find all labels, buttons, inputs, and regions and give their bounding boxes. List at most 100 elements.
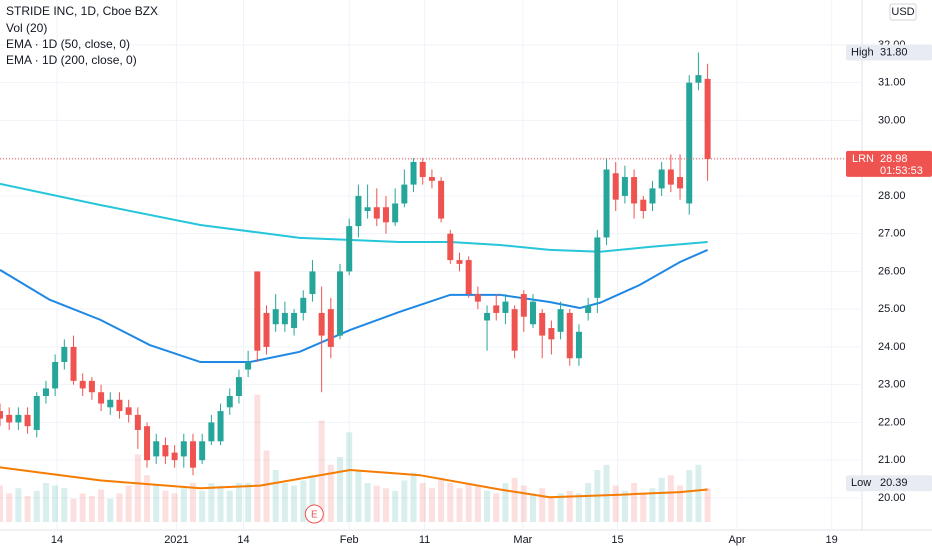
volume-bar xyxy=(631,483,638,522)
candle-body xyxy=(428,177,435,181)
volume-bar xyxy=(226,490,233,522)
candle-body xyxy=(217,411,224,442)
volume-bar xyxy=(346,432,353,522)
volume-bar xyxy=(300,480,307,522)
candle-body xyxy=(493,305,500,313)
y-tick-label: 22.00 xyxy=(878,416,906,428)
volume-bar xyxy=(520,485,527,522)
candle-body xyxy=(520,294,527,317)
candle-body xyxy=(484,312,491,321)
candle-body xyxy=(171,452,178,461)
candle-body xyxy=(364,207,371,212)
candle-body xyxy=(686,82,693,204)
volume-bar xyxy=(180,488,187,522)
candle-body xyxy=(116,399,123,412)
candle-body xyxy=(107,399,114,408)
volume-bar xyxy=(658,477,665,522)
candle-body xyxy=(88,380,95,393)
candle-body xyxy=(410,161,417,185)
volume-bar xyxy=(52,485,59,522)
currency-box xyxy=(889,3,917,21)
volume-bar xyxy=(704,488,711,522)
volume-bar xyxy=(337,457,344,522)
candle-body xyxy=(704,78,711,159)
x-tick-label: Feb xyxy=(340,534,359,546)
candle-body xyxy=(309,271,316,295)
y-tick-label: 28.00 xyxy=(878,190,906,202)
volume-bar xyxy=(438,477,445,522)
volume-bar xyxy=(447,483,454,522)
volume-bar xyxy=(585,483,592,522)
candle-body xyxy=(419,161,426,178)
price-countdown: 01:53:53 xyxy=(880,165,923,177)
candle-body xyxy=(447,233,454,261)
volume-bar xyxy=(548,496,555,522)
y-tick-label: 31.00 xyxy=(878,77,906,89)
x-tick-label: Apr xyxy=(728,534,745,546)
volume-bar xyxy=(575,493,582,522)
candle-body xyxy=(70,346,77,381)
volume-bar xyxy=(263,450,270,522)
price-tag-value: 31.80 xyxy=(880,46,908,58)
volume-bar xyxy=(327,464,334,522)
candle-body xyxy=(649,188,656,204)
candle-body xyxy=(511,309,518,351)
y-tick-label: 24.00 xyxy=(878,341,906,353)
price-tag-value: 28.98 xyxy=(880,153,908,165)
price-tag xyxy=(846,44,932,61)
volume-bar xyxy=(208,483,215,522)
candle-body xyxy=(162,445,169,457)
y-tick-label: 21.00 xyxy=(878,454,906,466)
candle-body xyxy=(557,309,564,332)
candle-body xyxy=(291,312,298,329)
candle-body xyxy=(594,237,601,298)
price-tag-name: LRN xyxy=(852,153,874,165)
volume-bar xyxy=(640,493,647,522)
volume-bar xyxy=(235,483,242,522)
volume-bar xyxy=(162,490,169,522)
volume-bar xyxy=(364,483,371,522)
indicator-line xyxy=(0,248,709,364)
volume-bar xyxy=(116,493,123,522)
candle-body xyxy=(272,309,279,325)
candle-body xyxy=(631,177,638,204)
volume-bar xyxy=(621,490,628,522)
candle-body xyxy=(382,207,389,223)
volume-bar xyxy=(0,485,3,522)
volume-bar xyxy=(189,483,196,522)
price-tag-name: High xyxy=(851,46,874,58)
volume-bar xyxy=(291,485,298,522)
volume-bar xyxy=(401,480,408,522)
volume-bar xyxy=(309,475,316,522)
volume-bar xyxy=(98,489,105,522)
y-tick-label: 20.00 xyxy=(878,492,906,504)
volume-bar xyxy=(373,485,380,522)
volume-bar xyxy=(70,498,77,522)
candle-body xyxy=(24,414,31,427)
volume-bar xyxy=(33,490,40,522)
y-tick-label: 27.00 xyxy=(878,228,906,240)
candle-body xyxy=(33,395,40,430)
volume-bar xyxy=(6,493,13,522)
volume-bar xyxy=(612,485,619,522)
volume-bar xyxy=(474,485,481,522)
candle-body xyxy=(658,169,665,189)
candle-body xyxy=(465,260,472,295)
candle-body xyxy=(539,312,546,336)
volume-bar xyxy=(281,483,288,522)
volume-bar xyxy=(61,488,68,522)
candle-body xyxy=(318,312,325,336)
volume-bar xyxy=(428,488,435,522)
volume-bar xyxy=(493,493,500,522)
candle-body xyxy=(575,331,582,359)
volume-bar xyxy=(557,493,564,522)
volume-bar xyxy=(355,470,362,522)
chart-title: STRIDE INC, 1D, Cboe BZX xyxy=(6,4,158,18)
candle-body xyxy=(695,75,702,83)
volume-bar xyxy=(125,485,132,522)
candle-body xyxy=(474,294,481,302)
price-tag-value: 20.39 xyxy=(880,477,908,489)
volume-bar xyxy=(382,488,389,522)
candle-body xyxy=(603,169,610,238)
